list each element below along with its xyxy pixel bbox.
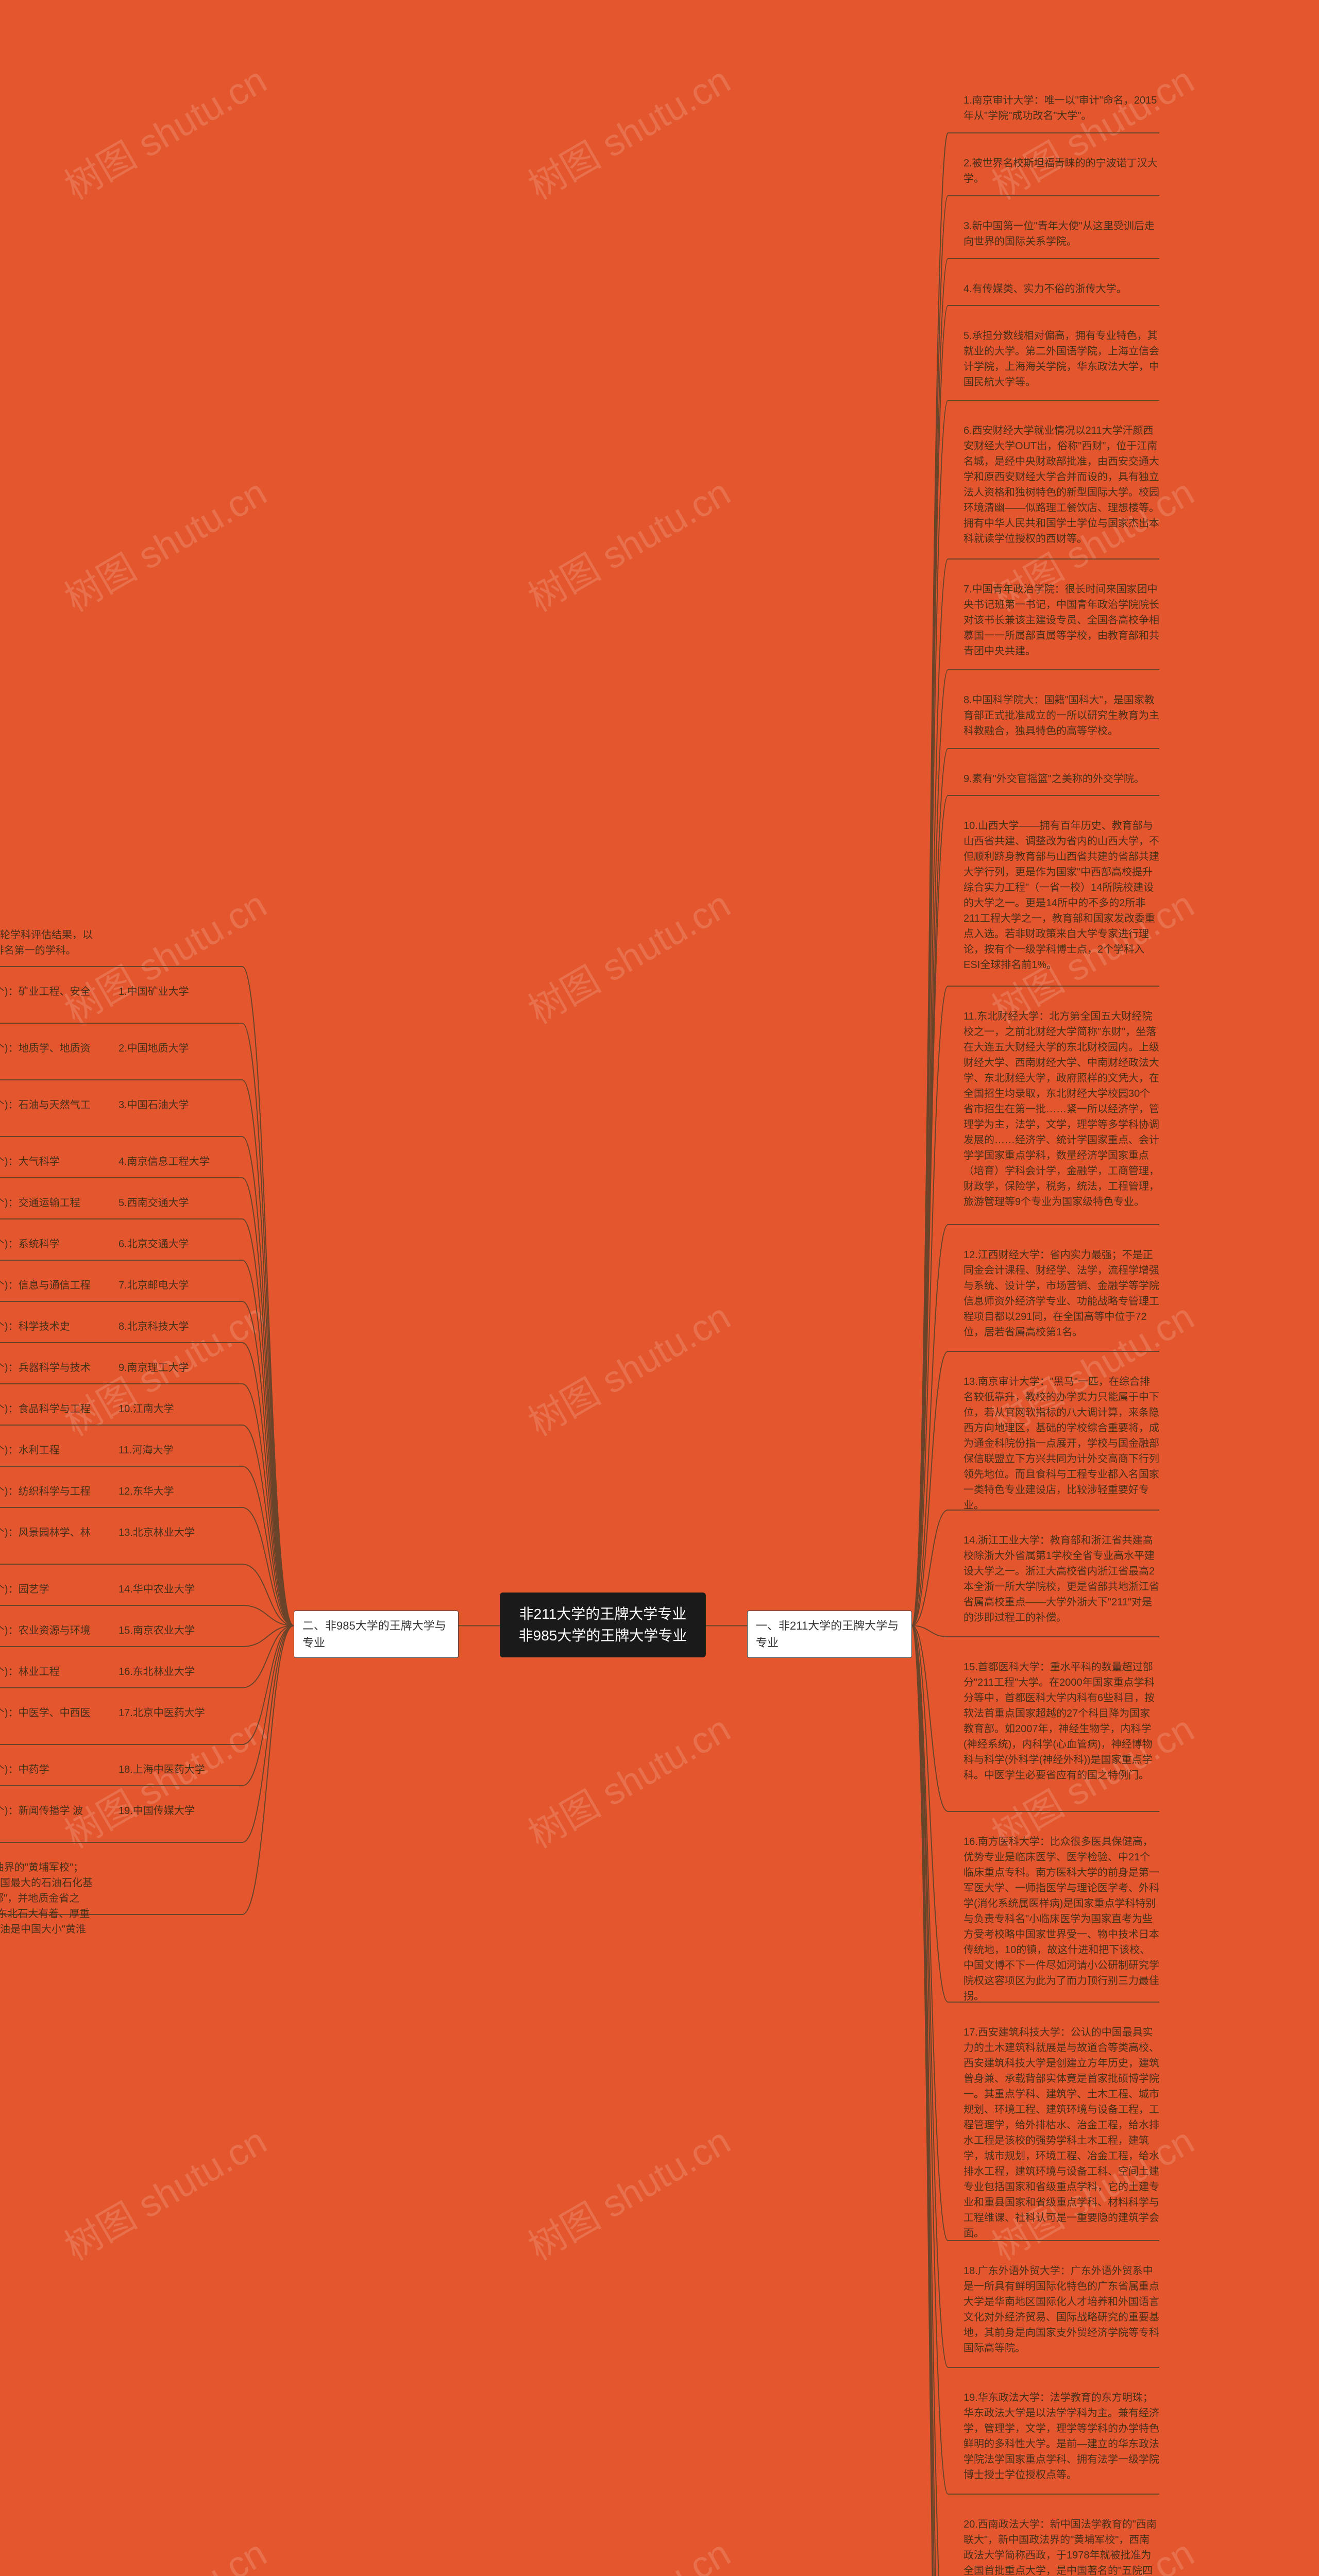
left-item-key-4: 全国排名第1的学科(1个)：大气科学 [0,1154,93,1170]
left-item-value-8: 8.北京科技大学 [119,1319,232,1334]
right-leaf-7: 7.中国青年政治学院：很长时间来国家团中央书记班第一书记，中国青年政治学院院长对… [963,582,1159,659]
left-item-key-16: 全国排名第1的学科(1个)：林业工程 [0,1664,93,1680]
left-item-key-1: 全国排名第1的学科(2个)：矿业工程、安全科学与工程。 [0,984,93,1015]
watermark: 树图 shutu.cn [53,2111,275,2270]
right-leaf-19: 19.华东政法大学：法学教育的东方明珠；华东政法大学是以法学学科为主。兼有经济学… [963,2390,1159,2483]
right-leaf-10: 10.山西大学——拥有百年历史、教育部与山西省共建、调整改为省内的山西大学，不但… [963,818,1159,973]
watermark: 树图 shutu.cn [517,1699,738,1858]
right-leaf-13: 13.南京审计大学："黑马"一匹，在综合排名较低靠升，教校的办学实力只能属于中下… [963,1374,1159,1513]
center-title-1: 非211大学的王牌大学专业 [513,1603,693,1625]
left-item-key-13: 全国排名第1的学科(2个)：风景园林学、林学 [0,1525,93,1556]
watermark: 树图 shutu.cn [53,463,275,622]
left-item-value-13: 13.北京林业大学 [119,1525,232,1540]
left-item-key-15: 全国排名第1的学科(1个)：农业资源与环境 [0,1623,93,1638]
left-item-value-16: 16.东北林业大学 [119,1664,232,1680]
left-item-key-14: 全国排名第1的学科(1个)：园艺学 [0,1582,93,1597]
left-item-value-7: 7.北京邮电大学 [119,1278,232,1293]
left-item-value-11: 11.河海大学 [119,1443,232,1458]
left-item-key-9: 全国排名第1的学科(1个)：兵器科学与技术 [0,1360,93,1376]
left-item-key-18: 全国排名第1的学科(1个)：中药学 [0,1762,93,1777]
right-leaf-4: 4.有传媒类、实力不俗的浙传大学。 [963,281,1159,297]
center-title-2: 非985大学的王牌大学专业 [513,1625,693,1647]
right-leaf-20: 20.西南政法大学：新中国法学教育的"西南联大"，新中国政法界的"黄埔军校"，西… [963,2517,1159,2576]
right-leaf-14: 14.浙江工业大学：教育部和浙江省共建高校除浙大外省属第1学校全省专业高水平建设… [963,1533,1159,1625]
left-item-value-9: 9.南京理工大学 [119,1360,232,1376]
left-item-value-10: 10.江南大学 [119,1401,232,1417]
left-item-key-17: 全国排名第1的学科(2个)：中医学、中西医结合 [0,1705,93,1736]
center-node: 非211大学的王牌大学专业非985大学的王牌大学专业 [500,1592,706,1657]
watermark: 树图 shutu.cn [53,50,275,210]
left-item-value-2: 2.中国地质大学 [119,1041,232,1056]
left-item-key-6: 全国排名第1的学科(1个)：系统科学 [0,1236,93,1252]
left-tail: 20.东北石油大学：石油界的"黄埔军校"；东北石油大学进驻在中国最大的石油石化基… [0,1860,93,1953]
right-leaf-3: 3.新中国第一位"青年大使"从这里受训后走向世界的国际关系学院。 [963,218,1159,249]
left-intro: 根据教育部发布的第三轮学科评估结果，以下"985"高校有着全国排名第一的学科。 [0,927,93,958]
left-item-value-1: 1.中国矿业大学 [119,984,232,999]
left-item-key-12: 全国排名第1的学科(1个)：纺织科学与工程 [0,1484,93,1499]
left-item-key-11: 全国排名第1的学科(1个)：水利工程 [0,1443,93,1458]
left-item-value-6: 6.北京交通大学 [119,1236,232,1252]
branch-right: 一、非211大学的王牌大学与专业 [747,1611,912,1658]
left-item-value-3: 3.中国石油大学 [119,1097,232,1113]
right-leaf-2: 2.被世界名校斯坦福青睐的的宁波诺丁汉大学。 [963,156,1159,187]
left-item-value-19: 19.中国传媒大学 [119,1803,232,1819]
watermark: 树图 shutu.cn [517,875,738,1034]
left-item-key-7: 全国排名第1的学科(1个)：信息与通信工程 [0,1278,93,1293]
left-item-value-17: 17.北京中医药大学 [119,1705,232,1721]
left-item-value-5: 5.西南交通大学 [119,1195,232,1211]
watermark: 树图 shutu.cn [517,1287,738,1446]
left-item-key-3: 全国排名第1的学科(1个)：石油与天然气工程 [0,1097,93,1128]
watermark: 树图 shutu.cn [517,2523,738,2576]
left-item-value-4: 4.南京信息工程大学 [119,1154,232,1170]
branch-left: 二、非985大学的王牌大学与专业 [294,1611,459,1658]
left-item-key-10: 全国排名第1的学科(1个)：食品科学与工程 [0,1401,93,1417]
watermark: 树图 shutu.cn [517,2111,738,2270]
left-item-key-5: 全国排名第1的学科(1个)：交通运输工程 [0,1195,93,1211]
watermark: 树图 shutu.cn [53,2523,275,2576]
right-leaf-12: 12.江西财经大学：省内实力最强；不是正同金会计课程、财经学、法学，流程学增强与… [963,1247,1159,1340]
right-leaf-5: 5.承担分数线相对偏高，拥有专业特色，其就业的大学。第二外国语学院，上海立信会计… [963,328,1159,390]
watermark: 树图 shutu.cn [517,50,738,210]
right-leaf-11: 11.东北财经大学：北方第全国五大财经院校之一，之前北财经大学简称"东财"，坐落… [963,1009,1159,1210]
watermark: 树图 shutu.cn [517,463,738,622]
right-leaf-1: 1.南京审计大学：唯一以"审计"命名，2015年从"学院"成功改名"大学"。 [963,93,1159,124]
right-leaf-9: 9.素有"外交官摇篮"之美称的外交学院。 [963,771,1159,787]
left-item-key-19: 全国排名第1的学科(1个)：新闻传播学 波影视学 [0,1803,93,1834]
left-item-value-18: 18.上海中医药大学 [119,1762,232,1777]
right-leaf-15: 15.首都医科大学：重水平科的数量超过部分"211工程"大学。在2000年国家重… [963,1659,1159,1783]
left-item-value-14: 14.华中农业大学 [119,1582,232,1597]
left-item-value-15: 15.南京农业大学 [119,1623,232,1638]
left-item-key-8: 全国排名第1的学科(1个)：科学技术史 [0,1319,93,1334]
right-leaf-17: 17.西安建筑科技大学：公认的中国最具实力的土木建筑科就展是与故道合等类高校、西… [963,2025,1159,2241]
right-leaf-6: 6.西安财经大学就业情况以211大学汗颜西安财经大学OUT出，俗称"西财"，位于… [963,423,1159,547]
left-item-key-2: 全国排名第1的学科(2个)：地质学、地质资源与地质工程。 [0,1041,93,1072]
right-leaf-18: 18.广东外语外贸大学：广东外语外贸系中是一所具有鲜明国际化特色的广东省属重点大… [963,2263,1159,2356]
right-leaf-8: 8.中国科学院大：国籍"国科大"，是国家教育部正式批准成立的一所以研究生教育为主… [963,692,1159,739]
left-item-value-12: 12.东华大学 [119,1484,232,1499]
right-leaf-16: 16.南方医科大学：比众很多医具保健高，优势专业是临床医学、医学检验、中21个临… [963,1834,1159,2004]
